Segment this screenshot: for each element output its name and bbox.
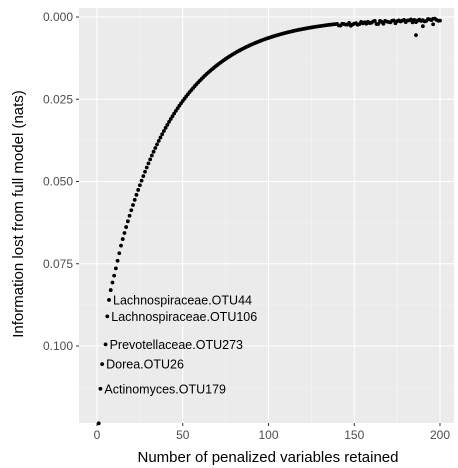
y-tick-label: 0.025 [43, 92, 73, 106]
data-point [156, 139, 161, 143]
data-point [149, 153, 154, 158]
data-point [124, 225, 129, 229]
data-point [146, 161, 151, 166]
data-point [107, 298, 111, 302]
x-axis-title: Number of penalized variables retained [138, 449, 399, 466]
data-point [120, 237, 125, 241]
plot-panel [79, 8, 454, 423]
data-point [132, 197, 137, 202]
point-annotation: Prevotellaceae.OTU273 [110, 338, 243, 352]
data-point [153, 146, 158, 150]
data-point [98, 386, 103, 391]
data-point [113, 266, 118, 271]
data-point [105, 314, 110, 319]
data-point [137, 183, 142, 188]
data-point [414, 33, 418, 37]
point-annotation: Lachnospiraceae.OTU106 [111, 310, 257, 324]
data-point [376, 22, 381, 26]
y-axis: 0.000 0.025 0.050 0.075 0.100 [43, 10, 79, 353]
data-point [139, 178, 144, 183]
data-point [112, 273, 117, 278]
point-annotation: Actinomyces.OTU179 [104, 382, 226, 396]
data-point [127, 213, 132, 218]
data-point [122, 231, 127, 235]
data-point [168, 117, 173, 121]
data-point [167, 120, 171, 124]
data-point [408, 17, 413, 22]
x-tick-label: 50 [176, 428, 190, 442]
y-axis-title: Information lost from full model (nats) [10, 90, 27, 338]
data-point [117, 251, 122, 256]
data-points [96, 16, 442, 426]
data-point [148, 157, 153, 162]
data-point [134, 192, 139, 197]
data-point [431, 22, 436, 27]
data-point [141, 174, 146, 179]
y-tick-label: 0.000 [43, 10, 73, 24]
data-point [170, 114, 175, 119]
data-point [165, 122, 170, 127]
data-point [161, 129, 166, 133]
x-tick-label: 100 [258, 428, 278, 442]
data-point [115, 258, 120, 263]
data-point [136, 188, 141, 192]
data-point [144, 165, 149, 170]
data-point [110, 280, 115, 285]
data-point [347, 21, 352, 25]
x-axis: 0 50 100 150 200 [94, 423, 450, 442]
point-annotation: Dorea.OTU26 [106, 358, 184, 372]
data-point [391, 18, 396, 23]
point-annotation: Lachnospiraceae.OTU44 [113, 293, 252, 307]
data-point [125, 219, 130, 224]
data-point [96, 421, 101, 426]
data-point [160, 132, 165, 137]
data-point [155, 142, 159, 147]
y-tick-label: 0.100 [43, 339, 73, 353]
x-tick-label: 0 [94, 428, 101, 442]
y-tick-label: 0.075 [43, 257, 73, 271]
data-point [151, 149, 156, 154]
data-point [108, 288, 113, 292]
data-point [100, 362, 105, 366]
data-point [420, 24, 425, 29]
x-tick-label: 150 [344, 428, 364, 442]
data-point [438, 18, 442, 23]
data-point [143, 169, 147, 174]
data-point [131, 203, 135, 207]
data-point [119, 243, 123, 248]
x-tick-label: 200 [430, 428, 450, 442]
data-point [381, 21, 386, 26]
data-point [163, 125, 168, 130]
grid-lines [79, 8, 454, 423]
data-point [129, 208, 134, 213]
data-point [158, 135, 163, 140]
data-point [103, 342, 108, 347]
y-tick-label: 0.050 [43, 175, 73, 189]
data-point [372, 19, 377, 23]
point-annotations: Lachnospiraceae.OTU44 Lachnospiraceae.OTU… [104, 293, 257, 396]
